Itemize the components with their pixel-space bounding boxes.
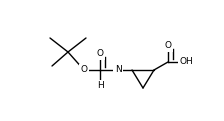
Text: O: O <box>80 65 88 75</box>
Text: N: N <box>115 65 121 75</box>
Text: H: H <box>97 82 103 91</box>
Text: O: O <box>164 42 172 50</box>
Text: OH: OH <box>179 57 193 67</box>
Text: O: O <box>97 49 103 58</box>
